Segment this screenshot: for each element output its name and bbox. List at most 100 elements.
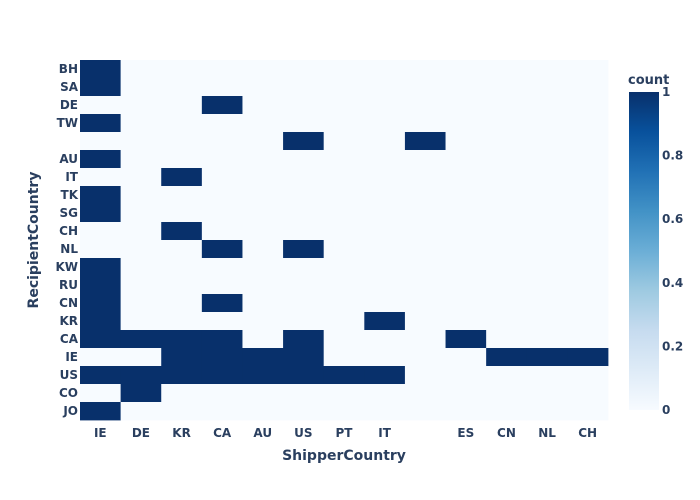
heatmap-cell (445, 402, 487, 421)
heatmap-cell (161, 168, 203, 187)
y-tick-label: CN (59, 296, 78, 310)
heatmap-cell (283, 276, 325, 295)
heatmap-cell (242, 78, 284, 97)
heatmap-cell (567, 78, 609, 97)
heatmap-cell (283, 240, 325, 259)
heatmap-cell (80, 150, 122, 169)
heatmap-cell (567, 366, 609, 385)
heatmap-cell (80, 348, 122, 367)
heatmap-cell (201, 294, 243, 313)
y-axis-title: RecipientCountry (26, 172, 42, 309)
heatmap-cell (201, 78, 243, 97)
heatmap-cell (80, 114, 122, 133)
heatmap-cell (283, 384, 325, 403)
x-tick-label: NL (538, 426, 556, 440)
y-tick-label: DE (60, 98, 78, 112)
heatmap-cell (80, 330, 122, 349)
heatmap-cell (120, 168, 162, 187)
heatmap-cell (364, 348, 406, 367)
heatmap-cell (161, 222, 203, 241)
heatmap-cell (364, 150, 406, 169)
heatmap-cell (80, 294, 122, 313)
colorbar-tick-label: 1 (662, 85, 670, 99)
heatmap-cell (526, 276, 568, 295)
heatmap-cell (242, 222, 284, 241)
heatmap-cell (242, 258, 284, 277)
heatmap-cell (323, 240, 365, 259)
heatmap-cell (201, 258, 243, 277)
heatmap-cell (80, 366, 122, 385)
heatmap-cell (445, 114, 487, 133)
heatmap-cell (486, 222, 528, 241)
heatmap-cell (567, 258, 609, 277)
heatmap-cell (242, 132, 284, 151)
y-tick-label: JO (62, 404, 78, 418)
heatmap-cell (364, 222, 406, 241)
heatmap-cell (201, 96, 243, 115)
heatmap-cell (445, 366, 487, 385)
heatmap-cell (201, 222, 243, 241)
heatmap-cell (364, 114, 406, 133)
heatmap-cells (80, 60, 609, 421)
x-tick-label: CA (213, 426, 232, 440)
y-tick-label: US (60, 368, 78, 382)
heatmap-cell (201, 384, 243, 403)
heatmap-cell (364, 78, 406, 97)
heatmap-cell (445, 168, 487, 187)
y-tick-label: TW (57, 116, 78, 130)
heatmap-cell (404, 366, 446, 385)
heatmap-cell (242, 348, 284, 367)
heatmap-cell (80, 168, 122, 187)
heatmap-cell (445, 60, 487, 79)
heatmap-cell (486, 348, 528, 367)
y-tick-label: KR (59, 314, 78, 328)
heatmap-cell (486, 330, 528, 349)
heatmap-cell (323, 132, 365, 151)
heatmap-cell (445, 240, 487, 259)
heatmap-cell (323, 402, 365, 421)
heatmap-cell (567, 240, 609, 259)
heatmap-cell (404, 132, 446, 151)
heatmap-cell (323, 96, 365, 115)
heatmap-cell (404, 330, 446, 349)
heatmap-cell (364, 132, 406, 151)
heatmap-cell (120, 96, 162, 115)
heatmap-cell (445, 222, 487, 241)
heatmap-cell (445, 78, 487, 97)
heatmap-cell (486, 366, 528, 385)
heatmap-cell (323, 168, 365, 187)
heatmap-cell (404, 384, 446, 403)
heatmap-cell (283, 258, 325, 277)
heatmap-cell (404, 150, 446, 169)
heatmap-cell (486, 132, 528, 151)
heatmap-cell (120, 186, 162, 205)
y-tick-label: IE (65, 350, 78, 364)
heatmap-cell (120, 348, 162, 367)
heatmap-cell (323, 114, 365, 133)
heatmap-cell (486, 240, 528, 259)
heatmap-cell (161, 96, 203, 115)
heatmap-cell (201, 330, 243, 349)
heatmap-cell (242, 204, 284, 223)
heatmap-cell (404, 240, 446, 259)
heatmap-cell (364, 294, 406, 313)
heatmap-cell (526, 402, 568, 421)
heatmap-cell (526, 240, 568, 259)
heatmap-cell (242, 114, 284, 133)
heatmap-cell (283, 168, 325, 187)
heatmap-cell (486, 294, 528, 313)
heatmap-cell (323, 150, 365, 169)
heatmap-cell (364, 96, 406, 115)
heatmap-cell (526, 384, 568, 403)
heatmap-cell (201, 402, 243, 421)
heatmap-cell (120, 60, 162, 79)
heatmap-cell (283, 132, 325, 151)
heatmap-cell (404, 402, 446, 421)
heatmap-cell (445, 132, 487, 151)
heatmap-cell (242, 384, 284, 403)
heatmap-cell (526, 294, 568, 313)
heatmap-cell (283, 150, 325, 169)
heatmap-cell (283, 330, 325, 349)
heatmap-cell (486, 96, 528, 115)
